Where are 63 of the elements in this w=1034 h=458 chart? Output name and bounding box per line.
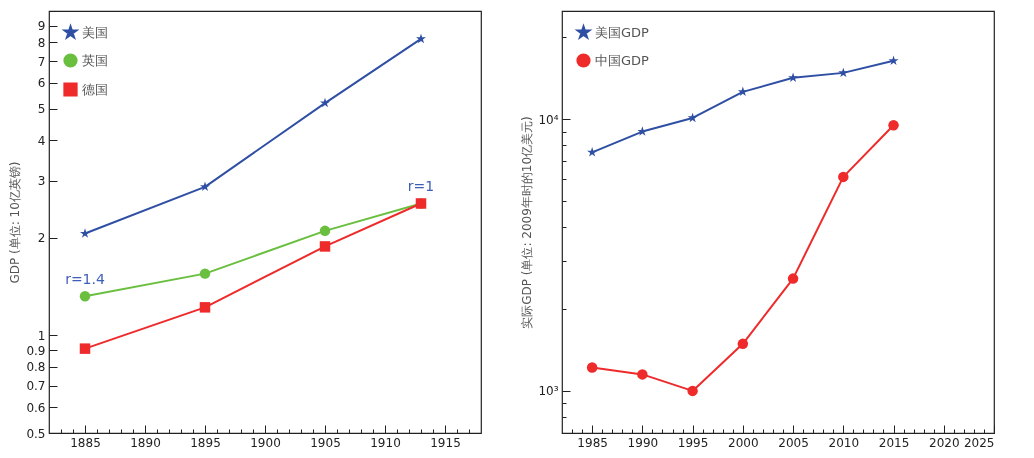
y-tick-label: 8: [37, 35, 46, 50]
point: [737, 338, 749, 350]
point: [200, 181, 210, 192]
legend-label: 美国GDP: [595, 24, 650, 40]
point: [687, 112, 698, 123]
y-tick-label: 10⁴: [538, 112, 559, 127]
x-tick-label: 2005: [778, 435, 809, 450]
y-tick-label: 0.9: [26, 343, 46, 358]
x-tick-label: 1990: [627, 435, 659, 450]
legend-label: 美国: [82, 24, 108, 40]
y-tick-label: 4: [37, 133, 46, 148]
point: [888, 55, 899, 65]
point: [838, 171, 849, 183]
point: [637, 369, 648, 380]
x-tick-label: 1900: [250, 435, 281, 450]
y-tick-label: 6: [37, 76, 46, 91]
y-tick-label: 7: [37, 54, 46, 69]
point: [687, 385, 698, 397]
point: [199, 268, 211, 279]
x-tick-label: 1915: [430, 435, 461, 450]
x-tick-label: 1885: [70, 435, 101, 450]
y-tick-label: 9: [37, 19, 46, 34]
y-tick-label: 0.8: [26, 360, 46, 375]
point: [587, 147, 598, 157]
x-tick-label: 1995: [677, 435, 709, 450]
point: [788, 72, 799, 82]
point: [319, 241, 331, 252]
point: [79, 343, 91, 354]
point: [320, 97, 330, 108]
y-tick-label: 0.6: [26, 400, 46, 415]
y-tick-label: 0.7: [26, 379, 46, 394]
x-tick-label: 2025: [963, 435, 995, 450]
x-tick-label: 2010: [828, 435, 860, 450]
legend-label: 德国: [82, 81, 108, 97]
x-tick-label: 1895: [190, 435, 221, 450]
annotation: r=1: [407, 178, 435, 195]
x-tick-label: 1985: [577, 435, 608, 450]
x-tick-label: 1910: [370, 435, 401, 450]
y-tick-label: 10³: [538, 384, 559, 399]
point: [586, 362, 598, 373]
x-tick-label: 2020: [928, 435, 960, 450]
x-tick-label: 2015: [878, 435, 910, 450]
y-axis-title: GDP (单位: 10亿英镑): [8, 161, 23, 284]
point: [787, 273, 799, 284]
y-tick-label: 3: [37, 174, 46, 189]
x-tick-label: 1890: [130, 435, 161, 450]
point: [80, 228, 90, 238]
y-tick-label: 5: [37, 102, 46, 117]
point: [888, 119, 899, 131]
legend-label: 英国: [82, 52, 108, 68]
legend-label: 中国GDP: [595, 52, 650, 68]
y-tick-label: 0.5: [26, 426, 46, 441]
point: [319, 225, 331, 237]
x-tick-label: 1905: [310, 435, 341, 450]
y-tick-label: 1: [37, 328, 46, 343]
y-tick-label: 2: [37, 231, 46, 246]
point: [199, 302, 211, 313]
x-tick-label: 2000: [728, 435, 759, 450]
point: [416, 33, 426, 44]
annotation: r=1.4: [65, 271, 105, 288]
point: [79, 291, 91, 302]
y-axis-title: 实际GDP (单位: 2009年时的10亿美元): [520, 116, 535, 329]
point: [737, 86, 748, 97]
